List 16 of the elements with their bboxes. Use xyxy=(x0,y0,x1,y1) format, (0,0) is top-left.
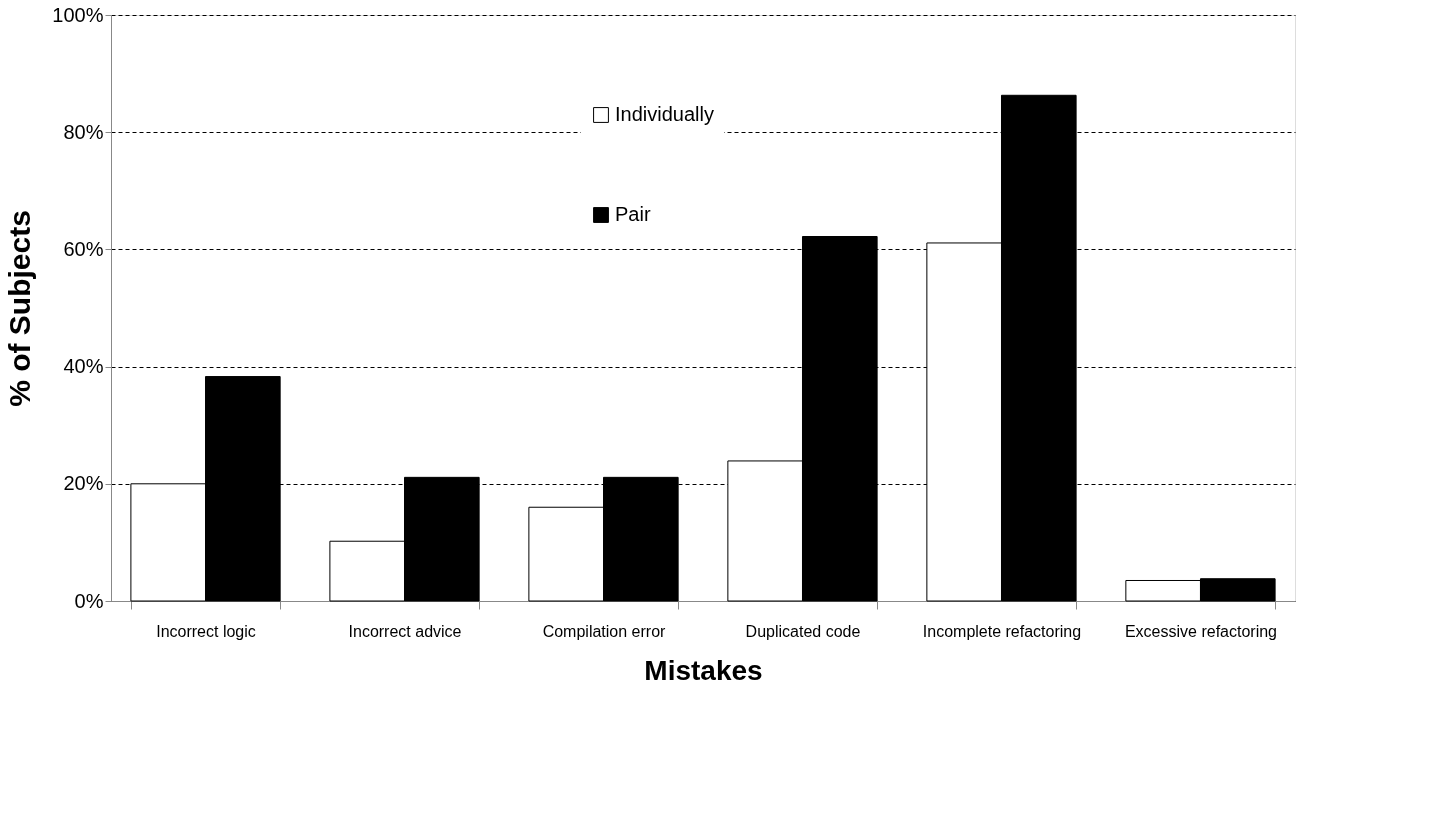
y-axis-title: % of Subjects xyxy=(3,210,37,407)
x-tick-label: Incorrect advice xyxy=(348,622,462,640)
x-tick-label: Compilation error xyxy=(542,622,667,640)
x-tick-label: Incomplete refactoring xyxy=(922,622,1082,640)
x-tick-label: Excessive refactoring xyxy=(1124,622,1278,640)
y-tick-label: 60% xyxy=(63,237,104,260)
y-tick-label: 20% xyxy=(63,472,104,495)
y-tick-label: 80% xyxy=(63,120,104,143)
x-axis-title: Mistakes xyxy=(644,654,763,686)
x-tick-label: Duplicated code xyxy=(745,622,861,640)
y-tick-label: 40% xyxy=(63,355,104,378)
x-tick-label: Incorrect logic xyxy=(156,622,256,640)
y-tick-label: 0% xyxy=(74,589,104,612)
legend-label: Pair xyxy=(615,203,651,225)
y-tick-label: 100% xyxy=(52,3,104,26)
legend-label: Individually xyxy=(615,103,714,125)
